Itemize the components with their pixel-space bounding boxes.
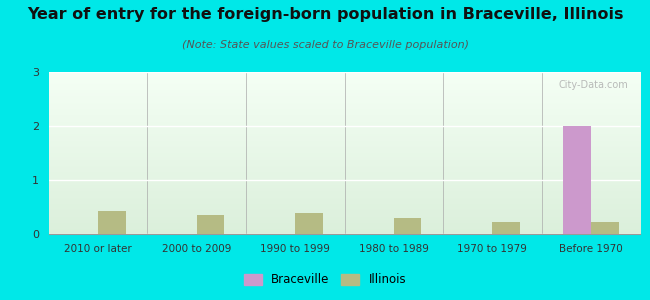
Bar (591, 222, 619, 234)
Text: (Note: State values scaled to Braceville population): (Note: State values scaled to Braceville… (181, 40, 469, 50)
Text: Year of entry for the foreign-born population in Braceville, Illinois: Year of entry for the foreign-born popul… (27, 8, 623, 22)
Text: City-Data.com: City-Data.com (558, 80, 629, 90)
Bar (564, 126, 591, 234)
Legend: Braceville, Illinois: Braceville, Illinois (239, 269, 411, 291)
Bar (492, 222, 520, 234)
Bar (295, 214, 323, 234)
Bar (196, 215, 224, 234)
Bar (394, 218, 421, 234)
Bar (98, 211, 125, 234)
